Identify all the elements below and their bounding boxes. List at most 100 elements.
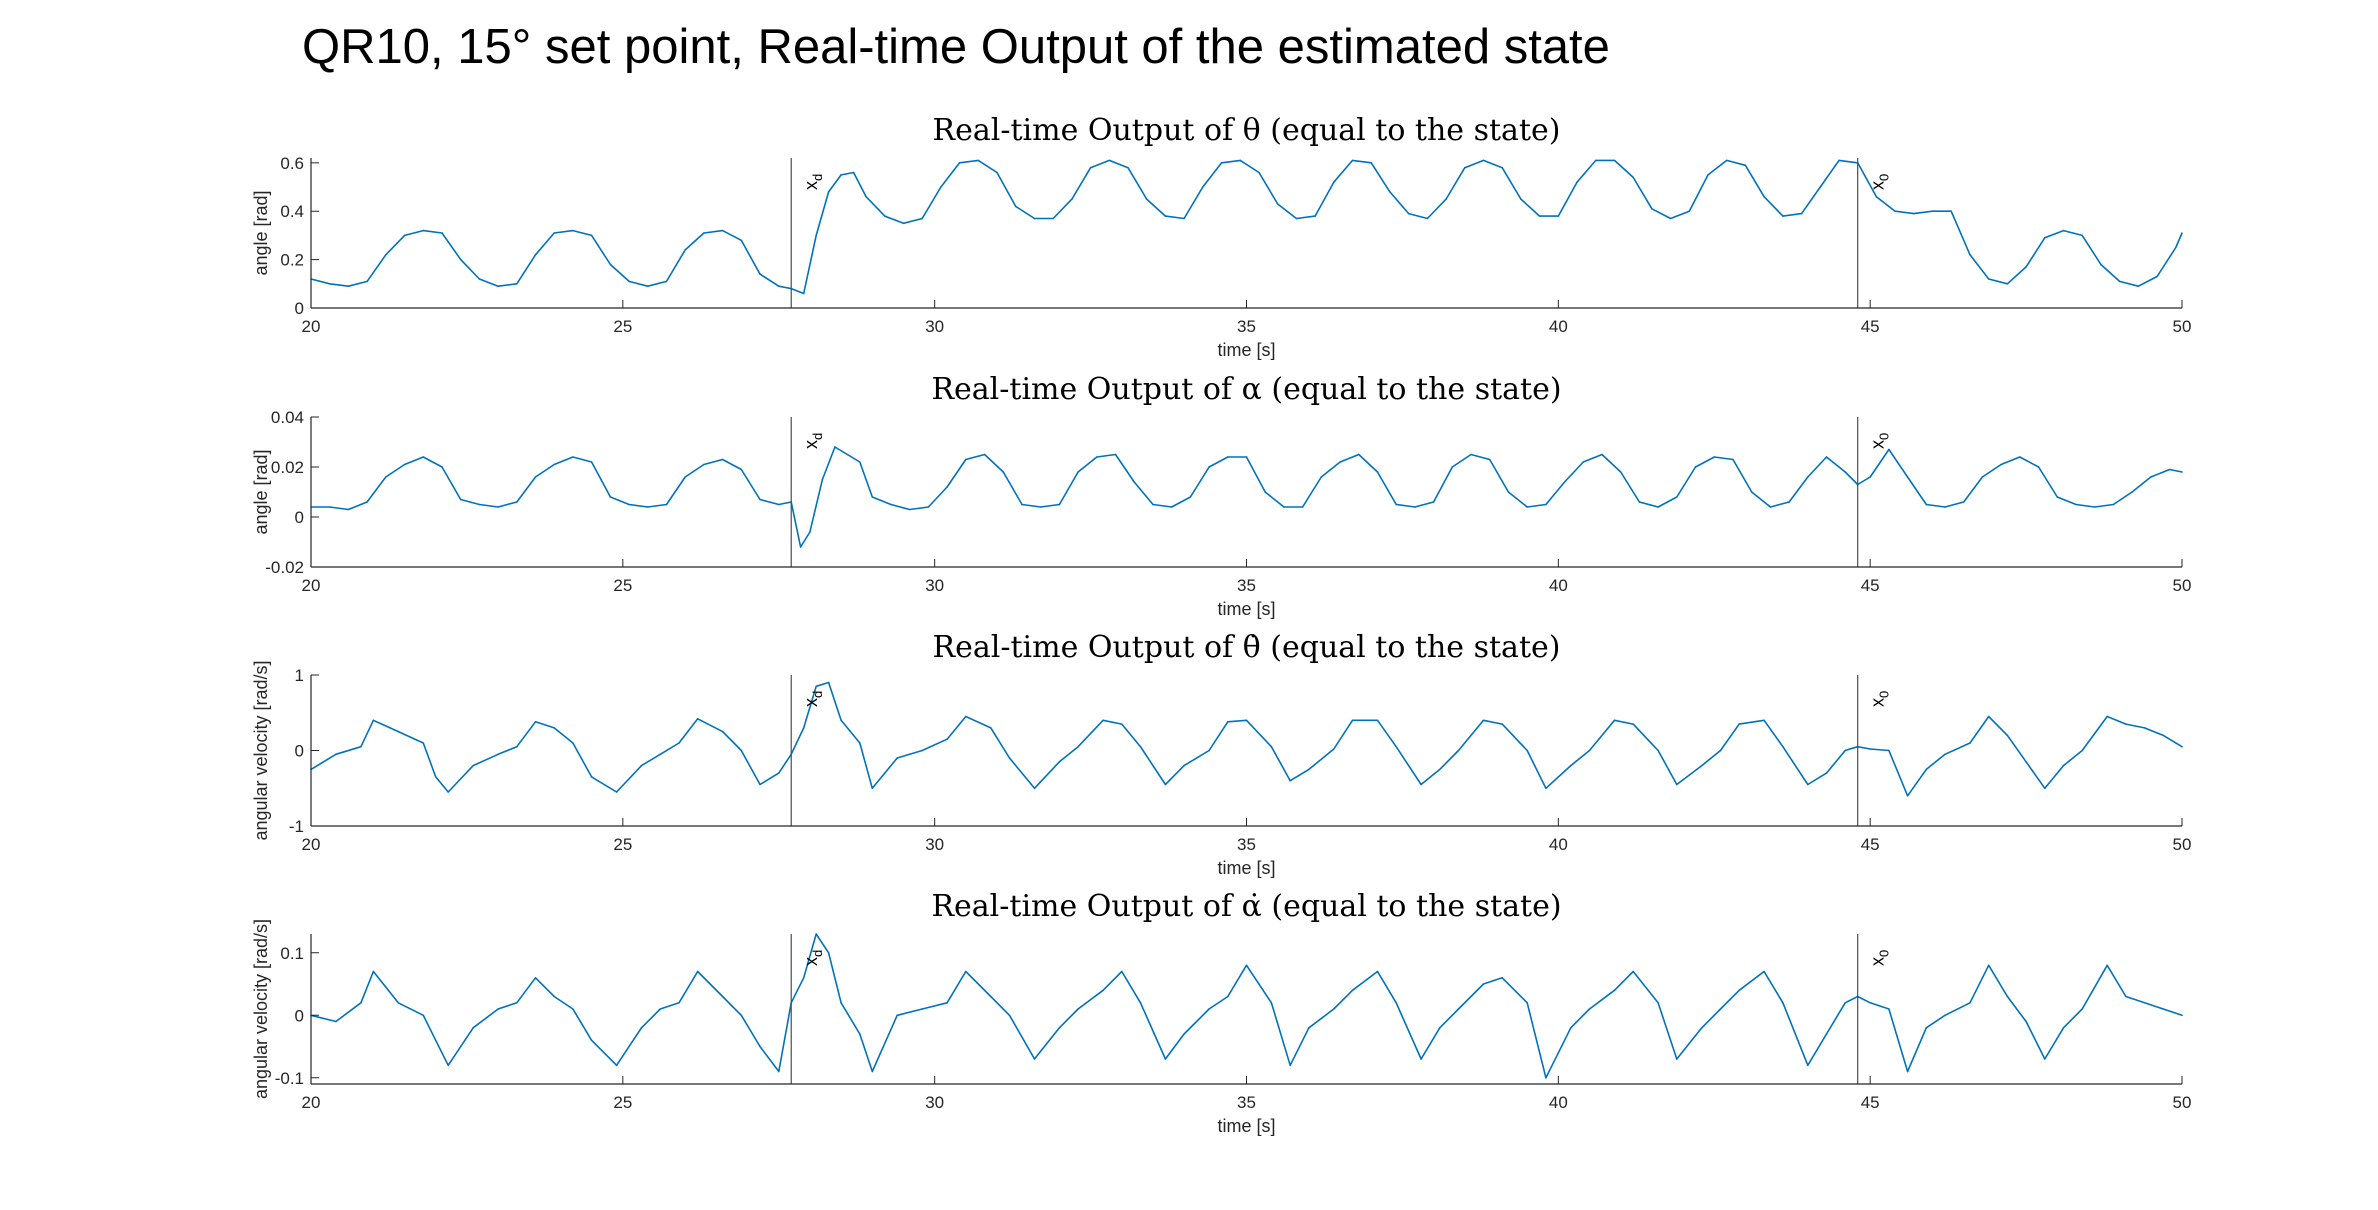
data-point	[1108, 159, 1111, 162]
data-point	[1576, 181, 1578, 183]
data-point	[1414, 506, 1416, 508]
data-point	[759, 1045, 761, 1048]
x-tick-label: 50	[2173, 1093, 2192, 1112]
data-point	[516, 745, 518, 748]
data-point	[1750, 491, 1753, 493]
x-tick-label: 50	[2173, 576, 2192, 595]
data-point	[965, 970, 967, 973]
y-tick-label: 0.1	[280, 944, 304, 963]
series-line	[310, 933, 2183, 1079]
data-point	[1058, 503, 1061, 506]
y-tick-label: -0.02	[265, 558, 304, 577]
data-point	[1906, 795, 1909, 797]
data-point	[1301, 506, 1304, 508]
data-point	[940, 186, 942, 188]
data-point	[372, 719, 375, 722]
data-point	[1121, 723, 1123, 725]
data-point	[827, 681, 830, 684]
y-tick-label: 0.02	[271, 458, 304, 477]
data-point	[1944, 1014, 1946, 1017]
x-tick-label: 20	[302, 1093, 321, 1112]
data-point	[1071, 198, 1073, 200]
data-point	[902, 222, 905, 225]
data-point	[1869, 1002, 1871, 1004]
data-point	[2181, 1014, 2183, 1017]
data-point	[360, 1002, 362, 1004]
y-tick-label: 0.2	[280, 251, 304, 270]
data-point	[1351, 989, 1354, 992]
subplot-title: Real-time Output of α̇ (equal to the sta…	[931, 889, 1561, 924]
data-point	[1276, 203, 1279, 205]
data-point	[2044, 787, 2046, 790]
data-point	[1888, 448, 1890, 451]
data-point	[1002, 471, 1005, 473]
data-point	[1314, 215, 1316, 217]
y-tick-label: 0.6	[280, 154, 304, 173]
data-point	[871, 496, 874, 498]
data-point	[1021, 503, 1023, 506]
data-point	[2056, 496, 2059, 498]
data-point	[1925, 1027, 1928, 1029]
data-point	[1613, 989, 1616, 992]
data-point	[1563, 481, 1566, 483]
data-point	[1969, 1002, 1971, 1004]
data-point	[759, 273, 761, 275]
data-point	[2000, 463, 2002, 466]
data-point	[1420, 1058, 1422, 1060]
data-point	[1121, 970, 1123, 973]
data-point	[927, 506, 930, 508]
data-point	[1520, 198, 1522, 200]
x-axis-label: time [s]	[1217, 1116, 1275, 1136]
data-point	[2156, 275, 2158, 278]
data-point	[609, 263, 612, 266]
data-point	[1464, 166, 1466, 169]
marker-label: xd	[801, 174, 825, 190]
data-point	[1632, 176, 1634, 179]
data-point	[1039, 506, 1042, 508]
data-point	[740, 1014, 743, 1017]
data-point	[1825, 1033, 1828, 1035]
y-tick-label: 0	[295, 299, 304, 318]
data-point	[1114, 453, 1117, 456]
y-axis-label: angular velocity [rad/s]	[251, 660, 271, 840]
data-point	[328, 506, 331, 508]
data-point	[1701, 764, 1703, 767]
data-point	[990, 995, 992, 998]
data-point	[385, 254, 387, 256]
data-point	[802, 977, 805, 979]
data-point	[1482, 719, 1485, 722]
data-point	[1981, 476, 1984, 478]
data-point	[497, 285, 499, 288]
x-tick-label: 45	[1861, 1093, 1880, 1112]
data-point	[1470, 453, 1472, 456]
y-tick-label: 0.04	[271, 408, 304, 427]
data-point	[422, 742, 425, 744]
data-point	[1763, 719, 1765, 722]
data-point	[2175, 246, 2177, 249]
data-point	[1526, 1002, 1528, 1004]
data-point	[1825, 772, 1828, 774]
data-point	[628, 503, 630, 506]
data-point	[2118, 280, 2121, 283]
data-point	[996, 171, 998, 174]
data-point	[740, 239, 743, 242]
data-point	[2125, 995, 2127, 998]
subplot-3: Real-time Output of θ̇ (equal to the sta…	[251, 630, 2191, 878]
data-point	[778, 1070, 780, 1073]
data-point	[1058, 1027, 1061, 1029]
data-point	[2181, 232, 2183, 234]
data-point	[1333, 748, 1335, 750]
data-point	[859, 1033, 861, 1035]
data-point	[1245, 719, 1248, 722]
data-point	[553, 232, 555, 234]
data-point	[1844, 1002, 1846, 1004]
data-point	[1501, 723, 1503, 725]
data-point	[1439, 1027, 1441, 1029]
data-point	[1208, 749, 1210, 752]
data-point	[1782, 1002, 1784, 1004]
x-tick-label: 50	[2173, 317, 2192, 336]
x-tick-label: 35	[1237, 576, 1256, 595]
data-point	[1395, 503, 1397, 506]
data-point	[497, 753, 499, 756]
